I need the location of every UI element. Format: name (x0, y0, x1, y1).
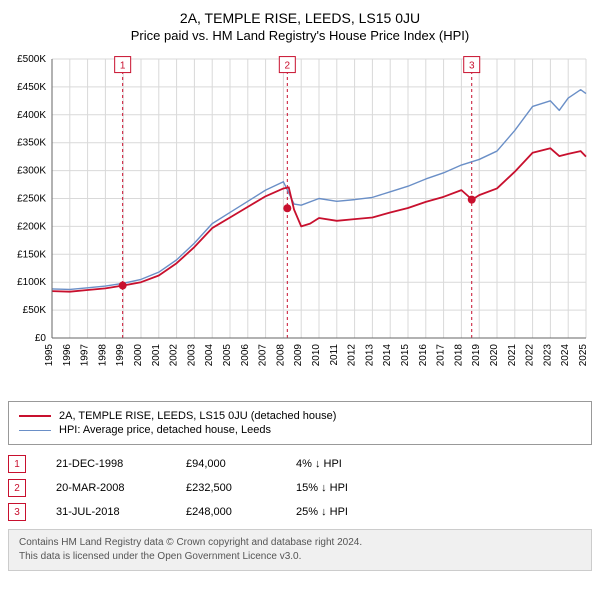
svg-text:2008: 2008 (275, 344, 286, 367)
legend-swatch (19, 430, 51, 431)
legend-label: HPI: Average price, detached house, Leed… (59, 424, 271, 436)
sale-row: 1 21-DEC-1998 £94,000 4% ↓ HPI (8, 455, 592, 473)
legend-item: 2A, TEMPLE RISE, LEEDS, LS15 0JU (detach… (19, 410, 581, 422)
svg-text:£300K: £300K (17, 166, 46, 177)
svg-text:£500K: £500K (17, 54, 46, 65)
legend-item: HPI: Average price, detached house, Leed… (19, 424, 581, 436)
svg-text:2021: 2021 (507, 344, 518, 367)
svg-text:2011: 2011 (329, 344, 340, 366)
svg-text:2014: 2014 (382, 344, 393, 367)
svg-text:2010: 2010 (311, 344, 322, 367)
svg-text:1: 1 (120, 61, 126, 72)
footer-line-1: Contains HM Land Registry data © Crown c… (19, 536, 581, 550)
svg-text:2012: 2012 (347, 344, 358, 367)
svg-text:2002: 2002 (169, 344, 180, 367)
svg-text:2000: 2000 (133, 344, 144, 367)
chart-svg: £0 £50K £100K £150K £200K £250K £300K £350K £400… (8, 53, 592, 388)
svg-text:2: 2 (285, 61, 291, 72)
legend: 2A, TEMPLE RISE, LEEDS, LS15 0JU (detach… (8, 401, 592, 445)
svg-text:2017: 2017 (436, 344, 447, 367)
svg-text:2019: 2019 (471, 344, 482, 367)
sale-price: £248,000 (186, 506, 266, 518)
sale-price: £94,000 (186, 458, 266, 470)
svg-text:1997: 1997 (80, 344, 91, 367)
svg-text:£150K: £150K (17, 249, 46, 260)
svg-text:2009: 2009 (293, 344, 304, 367)
svg-text:2020: 2020 (489, 344, 500, 367)
page-subtitle: Price paid vs. HM Land Registry's House … (8, 28, 592, 43)
svg-text:2001: 2001 (151, 344, 162, 367)
svg-text:£50K: £50K (23, 305, 47, 316)
svg-text:3: 3 (469, 61, 475, 72)
price-chart: £0 £50K £100K £150K £200K £250K £300K £350K £400… (8, 53, 592, 393)
sale-date: 21-DEC-1998 (56, 458, 156, 470)
svg-text:£450K: £450K (17, 82, 46, 93)
sale-row: 3 31-JUL-2018 £248,000 25% ↓ HPI (8, 503, 592, 521)
sale-price: £232,500 (186, 482, 266, 494)
sale-row: 2 20-MAR-2008 £232,500 15% ↓ HPI (8, 479, 592, 497)
legend-label: 2A, TEMPLE RISE, LEEDS, LS15 0JU (detach… (59, 410, 336, 422)
svg-text:£400K: £400K (17, 110, 46, 121)
svg-text:£100K: £100K (17, 277, 46, 288)
svg-text:1999: 1999 (115, 344, 126, 367)
svg-text:£0: £0 (35, 333, 47, 344)
sale-hpi-diff: 4% ↓ HPI (296, 458, 376, 470)
svg-text:1995: 1995 (44, 344, 55, 367)
svg-text:1998: 1998 (97, 344, 108, 367)
svg-text:2023: 2023 (542, 344, 553, 367)
sale-marker-number: 3 (8, 503, 26, 521)
svg-text:2024: 2024 (560, 344, 571, 367)
svg-text:2013: 2013 (364, 344, 375, 367)
svg-text:2015: 2015 (400, 344, 411, 367)
svg-text:1996: 1996 (62, 344, 73, 367)
svg-text:£250K: £250K (17, 194, 46, 205)
footer-line-2: This data is licensed under the Open Gov… (19, 550, 581, 564)
svg-text:£200K: £200K (17, 221, 46, 232)
sale-date: 31-JUL-2018 (56, 506, 156, 518)
svg-text:2005: 2005 (222, 344, 233, 367)
svg-text:2007: 2007 (258, 344, 269, 367)
svg-text:2022: 2022 (525, 344, 536, 367)
sales-table: 1 21-DEC-1998 £94,000 4% ↓ HPI 2 20-MAR-2008 £… (8, 455, 592, 521)
svg-text:2004: 2004 (204, 344, 215, 367)
svg-text:2003: 2003 (186, 344, 197, 367)
sale-hpi-diff: 25% ↓ HPI (296, 506, 376, 518)
legend-swatch (19, 415, 51, 417)
sale-date: 20-MAR-2008 (56, 482, 156, 494)
svg-text:2006: 2006 (240, 344, 251, 367)
sale-hpi-diff: 15% ↓ HPI (296, 482, 376, 494)
page-title: 2A, TEMPLE RISE, LEEDS, LS15 0JU (8, 10, 592, 26)
svg-text:2018: 2018 (453, 344, 464, 367)
svg-text:£350K: £350K (17, 138, 46, 149)
sale-marker-number: 1 (8, 455, 26, 473)
sale-marker-number: 2 (8, 479, 26, 497)
svg-text:2025: 2025 (578, 344, 589, 367)
svg-text:2016: 2016 (418, 344, 429, 367)
attribution-footer: Contains HM Land Registry data © Crown c… (8, 529, 592, 571)
